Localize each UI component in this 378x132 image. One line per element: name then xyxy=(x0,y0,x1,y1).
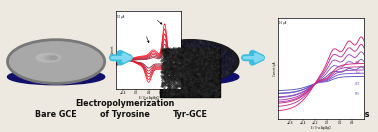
Ellipse shape xyxy=(8,69,105,85)
Ellipse shape xyxy=(47,56,57,60)
Ellipse shape xyxy=(142,69,239,85)
Ellipse shape xyxy=(42,55,59,61)
Ellipse shape xyxy=(39,54,60,62)
Ellipse shape xyxy=(44,55,58,60)
Bar xyxy=(164,48,217,81)
Text: Tyr-GCE: Tyr-GCE xyxy=(173,110,208,119)
Text: Electrochemical
detection of drugs: Electrochemical detection of drugs xyxy=(285,99,369,119)
Text: Electropolymerization
of Tyrosine: Electropolymerization of Tyrosine xyxy=(76,99,175,119)
Ellipse shape xyxy=(142,40,239,83)
Ellipse shape xyxy=(8,40,105,83)
Text: Bare GCE: Bare GCE xyxy=(35,110,77,119)
Ellipse shape xyxy=(50,56,57,59)
Ellipse shape xyxy=(36,53,60,62)
Bar xyxy=(160,48,220,97)
